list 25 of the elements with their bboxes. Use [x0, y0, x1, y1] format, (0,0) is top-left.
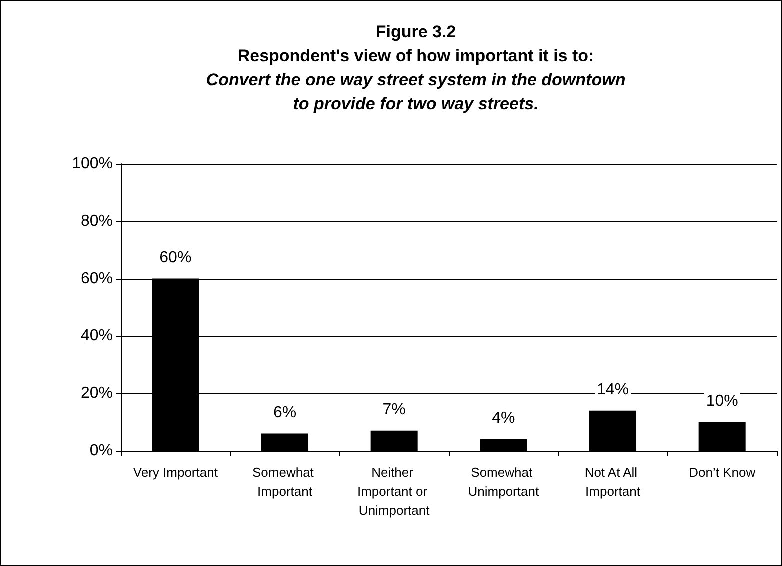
x-tick-label: Neither Important or Unimportant — [357, 465, 432, 518]
data-label: 6% — [273, 404, 297, 422]
y-tick-label: 40% — [80, 328, 113, 345]
bar — [261, 434, 309, 451]
data-label: 60% — [160, 249, 192, 266]
data-label: 7% — [382, 401, 406, 418]
y-tick-label: 80% — [80, 212, 113, 230]
x-tick-label: Somewhat Unimportant — [468, 465, 540, 499]
chart-subtitle: Convert the one way street system in the downtown to provide for two way streets. — [206, 70, 626, 114]
bar — [698, 422, 746, 451]
bar — [480, 440, 528, 451]
x-tick-label: Very Important — [133, 465, 218, 480]
data-label: 10% — [706, 392, 738, 410]
x-tick-label: Somewhat Important — [252, 465, 318, 499]
data-label: 4% — [492, 410, 516, 428]
y-tick-label: 100% — [72, 156, 113, 172]
data-label: 14% — [596, 381, 630, 398]
y-tick-label: 0% — [90, 442, 113, 460]
y-tick-label: 60% — [80, 270, 113, 288]
bar — [589, 410, 637, 451]
chart-title: Figure 3.2 Respondent's view of how important it is to: — [238, 22, 594, 66]
x-tick-label: Not At All Important — [584, 465, 642, 499]
x-tick-label: Don’t Know — [689, 465, 756, 480]
bar — [370, 430, 418, 451]
y-tick-label: 20% — [80, 385, 113, 402]
